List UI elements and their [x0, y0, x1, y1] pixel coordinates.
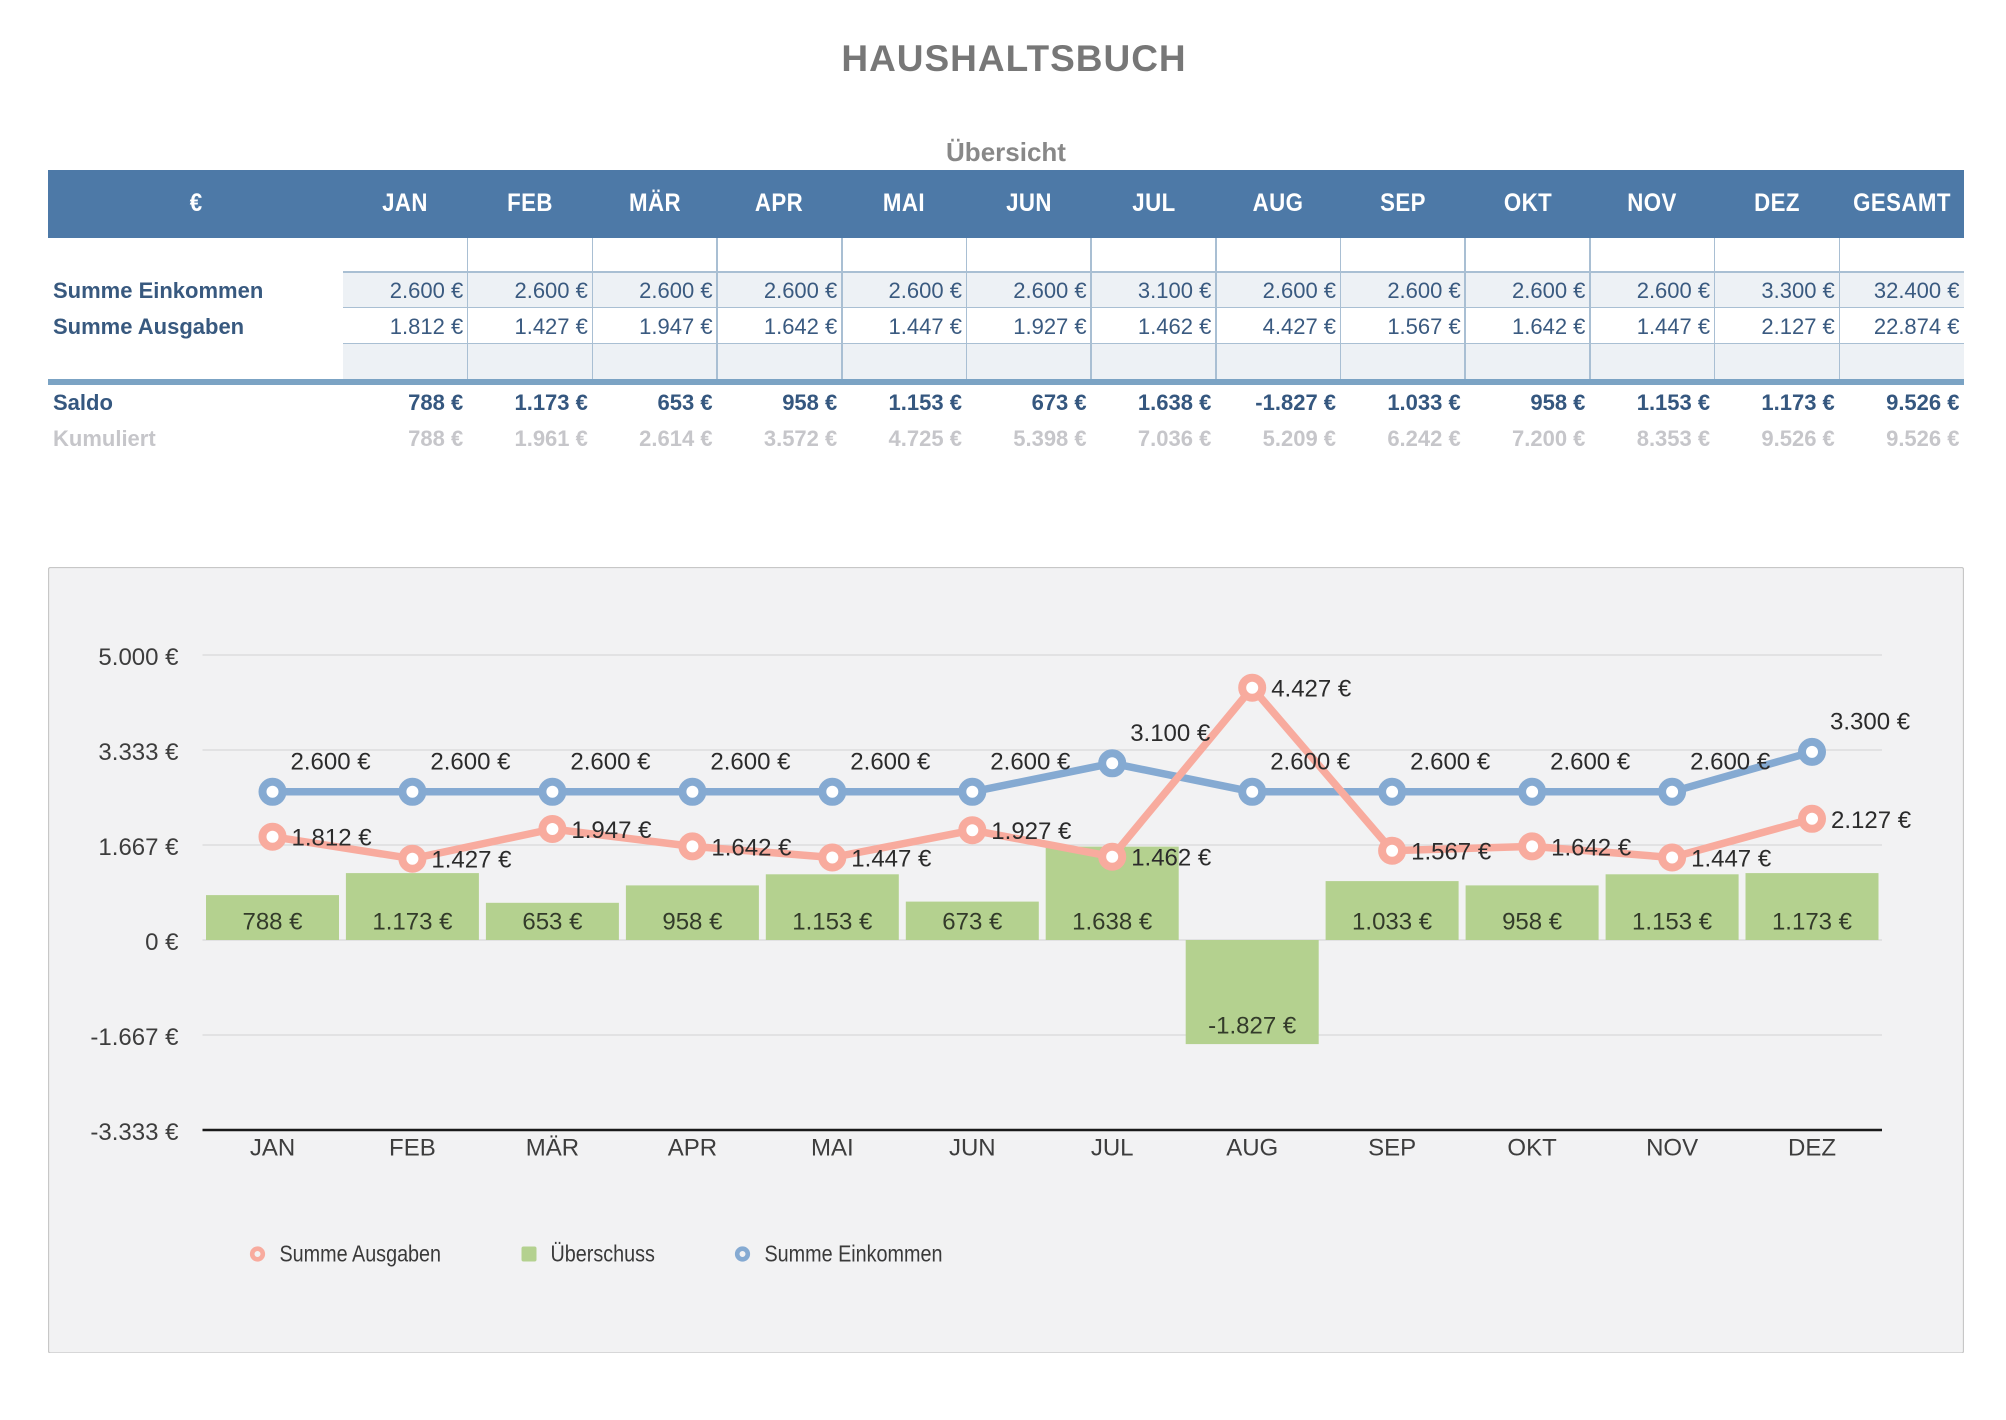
svg-text:1.667 €: 1.667 € [98, 834, 179, 861]
svg-text:958 €: 958 € [1502, 909, 1563, 936]
svg-text:1.927 €: 1.927 € [991, 818, 1072, 845]
svg-text:1.947 €: 1.947 € [571, 817, 652, 844]
svg-text:1.427 €: 1.427 € [431, 847, 512, 874]
svg-text:DEZ: DEZ [1788, 1135, 1836, 1162]
svg-text:1.173 €: 1.173 € [372, 909, 453, 936]
svg-text:2.600 €: 2.600 € [710, 748, 791, 775]
svg-text:2.600 €: 2.600 € [1410, 748, 1491, 775]
svg-text:1.447 €: 1.447 € [1691, 846, 1772, 873]
svg-text:2.600 €: 2.600 € [990, 748, 1071, 775]
svg-text:2.600 €: 2.600 € [570, 748, 651, 775]
svg-text:-3.333 €: -3.333 € [90, 1119, 179, 1146]
svg-text:1.642 €: 1.642 € [1551, 834, 1632, 861]
svg-text:Summe Ausgaben: Summe Ausgaben [279, 1241, 441, 1267]
svg-text:5.000 €: 5.000 € [98, 644, 179, 671]
svg-text:1.567 €: 1.567 € [1411, 839, 1492, 866]
svg-text:OKT: OKT [1507, 1135, 1557, 1162]
svg-text:-1.827 €: -1.827 € [1208, 1013, 1297, 1040]
svg-text:Summe Einkommen: Summe Einkommen [764, 1241, 942, 1267]
svg-text:JAN: JAN [249, 1135, 294, 1162]
svg-text:2.127 €: 2.127 € [1831, 807, 1912, 834]
svg-text:Überschuss: Überschuss [550, 1241, 654, 1267]
svg-text:3.100 €: 3.100 € [1130, 720, 1211, 747]
svg-text:MAI: MAI [810, 1135, 853, 1162]
svg-text:AUG: AUG [1226, 1135, 1278, 1162]
svg-text:788 €: 788 € [242, 909, 303, 936]
svg-text:JUN: JUN [948, 1135, 995, 1162]
svg-text:958 €: 958 € [662, 909, 723, 936]
svg-text:2.600 €: 2.600 € [1270, 748, 1351, 775]
svg-text:4.427 €: 4.427 € [1271, 676, 1352, 703]
svg-text:3.333 €: 3.333 € [98, 739, 179, 766]
svg-text:653 €: 653 € [522, 909, 583, 936]
svg-text:2.600 €: 2.600 € [290, 748, 371, 775]
svg-text:0 €: 0 € [145, 929, 179, 956]
svg-text:MÄR: MÄR [525, 1135, 578, 1162]
svg-text:1.153 €: 1.153 € [792, 909, 873, 936]
svg-text:1.033 €: 1.033 € [1352, 909, 1433, 936]
svg-text:1.638 €: 1.638 € [1072, 909, 1153, 936]
svg-text:JUL: JUL [1090, 1135, 1133, 1162]
svg-text:FEB: FEB [389, 1135, 436, 1162]
svg-text:NOV: NOV [1646, 1135, 1698, 1162]
svg-text:SEP: SEP [1368, 1135, 1416, 1162]
svg-text:-1.667 €: -1.667 € [90, 1024, 179, 1051]
svg-text:2.600 €: 2.600 € [1550, 748, 1631, 775]
svg-text:2.600 €: 2.600 € [850, 748, 931, 775]
svg-text:1.462 €: 1.462 € [1131, 845, 1212, 872]
svg-text:3.300 €: 3.300 € [1830, 708, 1911, 735]
svg-text:2.600 €: 2.600 € [430, 748, 511, 775]
svg-text:APR: APR [667, 1135, 716, 1162]
svg-text:1.447 €: 1.447 € [851, 846, 932, 873]
svg-text:2.600 €: 2.600 € [1690, 748, 1771, 775]
svg-text:1.173 €: 1.173 € [1771, 909, 1852, 936]
svg-text:1.153 €: 1.153 € [1632, 909, 1713, 936]
svg-text:1.642 €: 1.642 € [711, 834, 792, 861]
svg-text:673 €: 673 € [942, 909, 1003, 936]
svg-text:1.812 €: 1.812 € [291, 825, 372, 852]
